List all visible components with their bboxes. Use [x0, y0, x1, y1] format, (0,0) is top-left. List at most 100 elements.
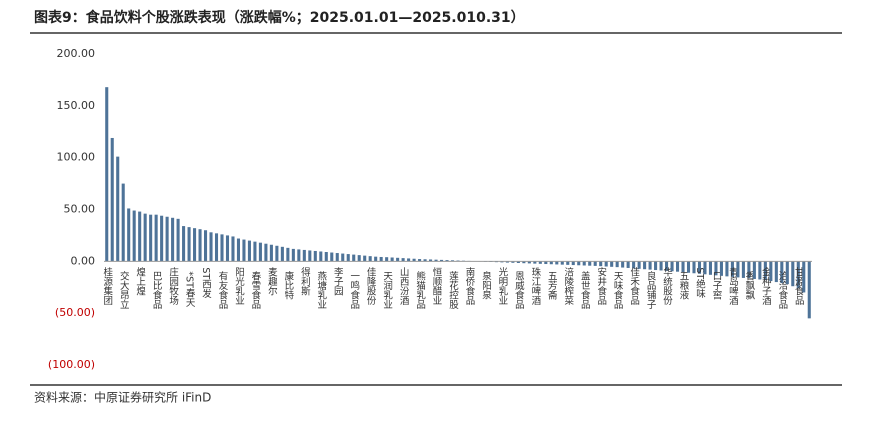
x-tick-label: 得利斯 — [299, 267, 311, 297]
x-tick-label: 涪陵榨菜 — [562, 267, 574, 307]
y-tick-label: 100.00 — [57, 151, 96, 164]
bar — [297, 249, 301, 262]
x-tick-label: 甘源食品 — [793, 267, 805, 307]
x-tick-label: ST绝味 — [694, 267, 706, 299]
x-tick-label: 南侨食品 — [463, 267, 475, 307]
bar — [511, 261, 515, 263]
bar — [445, 260, 449, 262]
bar — [593, 261, 597, 266]
x-tick-label: *ST春天 — [184, 271, 196, 307]
x-tick-label: 煌上煌 — [134, 267, 146, 297]
y-tick-label: (50.00) — [55, 306, 95, 319]
bar — [747, 261, 751, 279]
bar — [774, 261, 778, 283]
bar — [269, 244, 273, 262]
bar — [412, 258, 416, 262]
bar — [385, 257, 389, 262]
bar — [308, 250, 312, 262]
y-tick-label: 200.00 — [57, 47, 96, 60]
bar — [516, 261, 520, 263]
bar — [802, 261, 806, 293]
bar — [610, 261, 614, 267]
bar — [253, 241, 257, 262]
x-tick-label: 庄园牧场 — [167, 267, 179, 307]
bar — [599, 261, 603, 267]
x-tick-label: 康比特 — [282, 271, 294, 300]
x-tick-label: 桂源集团 — [101, 267, 113, 307]
bar — [654, 261, 658, 271]
y-tick-label: 0.00 — [71, 254, 96, 267]
bar — [730, 261, 734, 277]
bar — [736, 261, 740, 278]
x-tick-label: 交大昂立 — [118, 271, 130, 310]
x-tick-label: 盖世食品 — [579, 271, 591, 311]
bar — [549, 261, 553, 265]
bar — [544, 261, 548, 265]
x-tick-label: 五芳斋 — [546, 271, 558, 300]
bar — [752, 261, 756, 279]
bar — [791, 261, 795, 287]
x-tick-label: 恒顺醋业 — [431, 267, 443, 306]
bar — [796, 261, 800, 289]
bar — [165, 216, 169, 262]
bar — [264, 243, 268, 262]
bar — [429, 259, 433, 262]
bar — [621, 261, 625, 268]
bar — [577, 261, 581, 266]
bar — [198, 229, 202, 262]
x-tick-label: 李子园 — [332, 267, 344, 297]
source-note: 资料来源：中原证券研究所 iFinD — [34, 390, 211, 405]
x-tick-label: 阳光乳业 — [233, 267, 245, 305]
bar — [209, 232, 213, 262]
bar — [769, 261, 773, 282]
x-tick-label: 麦趣尔 — [266, 267, 278, 296]
bar — [319, 251, 323, 262]
bar — [703, 261, 707, 275]
bar — [330, 252, 334, 262]
bar — [132, 210, 136, 262]
bar — [291, 248, 295, 262]
x-tick-label: 春雪食品 — [249, 271, 261, 311]
bar — [225, 235, 230, 262]
bar — [582, 261, 586, 266]
bar — [110, 137, 114, 262]
y-tick-label: (100.00) — [48, 358, 95, 371]
bar — [390, 257, 394, 262]
bar — [363, 255, 367, 262]
x-tick-label: 巴比食品 — [151, 271, 163, 310]
bar — [566, 261, 570, 265]
bar — [571, 261, 575, 266]
x-tick-label: 安井食品 — [595, 267, 607, 307]
bar — [231, 236, 235, 262]
bar — [143, 213, 147, 262]
x-tick-label: 天润乳业 — [381, 271, 393, 309]
bar — [357, 255, 361, 262]
bar — [127, 208, 131, 262]
x-tick-label: 山西汾酒 — [398, 267, 410, 306]
x-tick-label: ST西发 — [200, 267, 212, 299]
bar — [214, 233, 219, 262]
bar — [286, 247, 290, 262]
chart-title: 图表9：食品饮料个股涨跌表现（涨跌幅%；2025.01.01—2025.010.… — [34, 9, 525, 26]
bar — [313, 250, 317, 262]
bar — [697, 261, 702, 274]
bar — [505, 261, 509, 263]
x-tick-label: 洽洽食品 — [776, 271, 788, 311]
bar — [324, 252, 328, 262]
bar — [719, 261, 723, 276]
bar — [423, 259, 427, 262]
bar — [341, 253, 345, 262]
bar — [714, 261, 718, 276]
bar — [675, 261, 680, 272]
bar — [220, 234, 224, 262]
bar — [637, 261, 641, 269]
bar — [187, 227, 191, 262]
bar — [149, 214, 153, 262]
bar — [604, 261, 608, 267]
bar — [346, 254, 350, 262]
bar — [681, 261, 685, 273]
bar — [538, 261, 542, 264]
x-tick-label: 燕塘乳业 — [315, 271, 327, 310]
x-tick-label: 泉阳泉 — [480, 271, 492, 300]
bar — [242, 239, 246, 262]
